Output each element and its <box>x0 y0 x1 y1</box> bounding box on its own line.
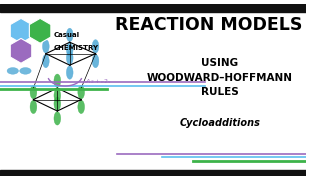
Ellipse shape <box>43 40 49 53</box>
Ellipse shape <box>54 74 61 87</box>
Ellipse shape <box>66 66 73 79</box>
Ellipse shape <box>54 97 61 110</box>
Text: RULES: RULES <box>201 87 239 97</box>
Text: USING: USING <box>201 58 238 68</box>
Ellipse shape <box>78 100 84 114</box>
Bar <box>0 4 306 12</box>
Ellipse shape <box>54 89 61 102</box>
Text: REACTION MODELS: REACTION MODELS <box>115 16 302 34</box>
Ellipse shape <box>78 86 84 99</box>
Ellipse shape <box>66 51 73 64</box>
Text: CHEMISTRY: CHEMISTRY <box>53 45 99 51</box>
Ellipse shape <box>30 100 37 114</box>
Text: WOODWARD–HOFFMANN: WOODWARD–HOFFMANN <box>147 73 293 83</box>
Text: $_\pi\!A_2 + {_\pi}2_s$: $_\pi\!A_2 + {_\pi}2_s$ <box>84 77 112 86</box>
Ellipse shape <box>66 43 73 56</box>
Polygon shape <box>29 18 51 43</box>
Ellipse shape <box>54 112 61 125</box>
Text: Cycloadditions: Cycloadditions <box>179 118 260 129</box>
Ellipse shape <box>30 86 37 99</box>
Ellipse shape <box>43 54 49 68</box>
Ellipse shape <box>20 68 31 74</box>
Ellipse shape <box>7 68 19 74</box>
Ellipse shape <box>92 54 99 68</box>
Ellipse shape <box>66 28 73 42</box>
Polygon shape <box>10 38 32 63</box>
Polygon shape <box>10 18 32 43</box>
Text: Casual: Casual <box>53 32 80 38</box>
Ellipse shape <box>92 40 99 53</box>
Bar <box>0 170 306 176</box>
